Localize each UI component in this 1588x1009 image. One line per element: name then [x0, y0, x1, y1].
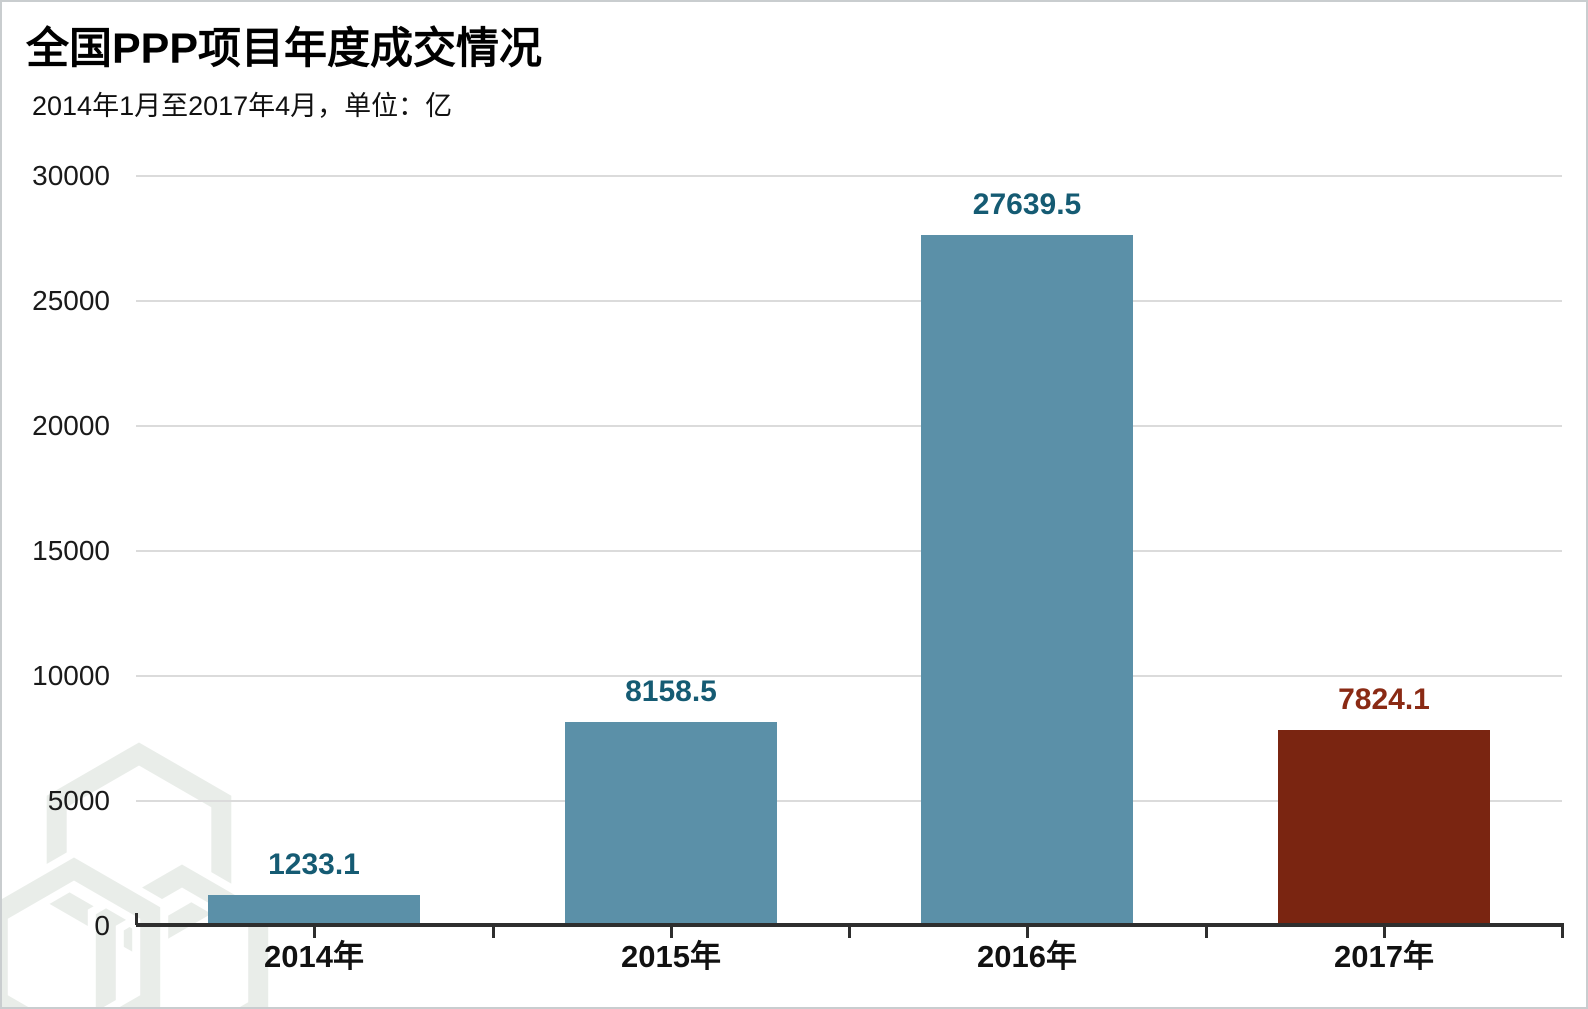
x-axis-category-label: 2017年 — [1334, 939, 1434, 974]
x-axis-line — [136, 923, 1564, 927]
gridline-15000 — [136, 550, 1562, 552]
x-axis-tick — [491, 927, 495, 938]
y-axis-tick-label: 25000 — [32, 285, 110, 316]
x-axis-category-label: 2015年 — [621, 939, 721, 974]
y-axis-tick-label: 10000 — [32, 660, 110, 691]
x-axis-tick — [1204, 927, 1208, 938]
x-axis-category-label: 2014年 — [264, 939, 364, 974]
chart-title: 全国PPP项目年度成交情况 — [26, 25, 543, 73]
gridline-5000 — [136, 800, 1562, 802]
bar-value-label: 1233.1 — [268, 848, 360, 881]
bar-2017年 — [1278, 730, 1490, 926]
bar-2015年 — [565, 722, 777, 926]
bar-2014年 — [208, 895, 420, 926]
y-axis-tick-label: 0 — [94, 910, 110, 941]
x-axis-tick — [1561, 927, 1564, 938]
y-axis-tick-label: 30000 — [32, 160, 110, 191]
x-axis-tick — [1026, 927, 1030, 938]
x-axis-tick — [1382, 927, 1386, 938]
bar-value-label: 7824.1 — [1338, 683, 1430, 716]
gridline-25000 — [136, 300, 1562, 302]
x-axis-tick — [135, 913, 138, 925]
bar-2016年 — [921, 235, 1133, 926]
y-axis-tick-label: 15000 — [32, 535, 110, 566]
gridline-30000 — [136, 175, 1562, 177]
bar-value-label: 27639.5 — [972, 188, 1082, 221]
chart-subtitle: 2014年1月至2017年4月，单位：亿 — [32, 91, 453, 121]
x-axis-category-label: 2016年 — [977, 939, 1077, 974]
bar-value-label: 8158.5 — [625, 675, 717, 708]
gridline-10000 — [136, 675, 1562, 677]
x-axis-tick — [313, 927, 317, 938]
y-axis-tick-label: 5000 — [47, 785, 110, 816]
x-axis-tick — [669, 927, 673, 938]
x-axis-tick — [848, 927, 851, 938]
gridline-20000 — [136, 425, 1562, 427]
y-axis-tick-label: 20000 — [32, 410, 110, 441]
